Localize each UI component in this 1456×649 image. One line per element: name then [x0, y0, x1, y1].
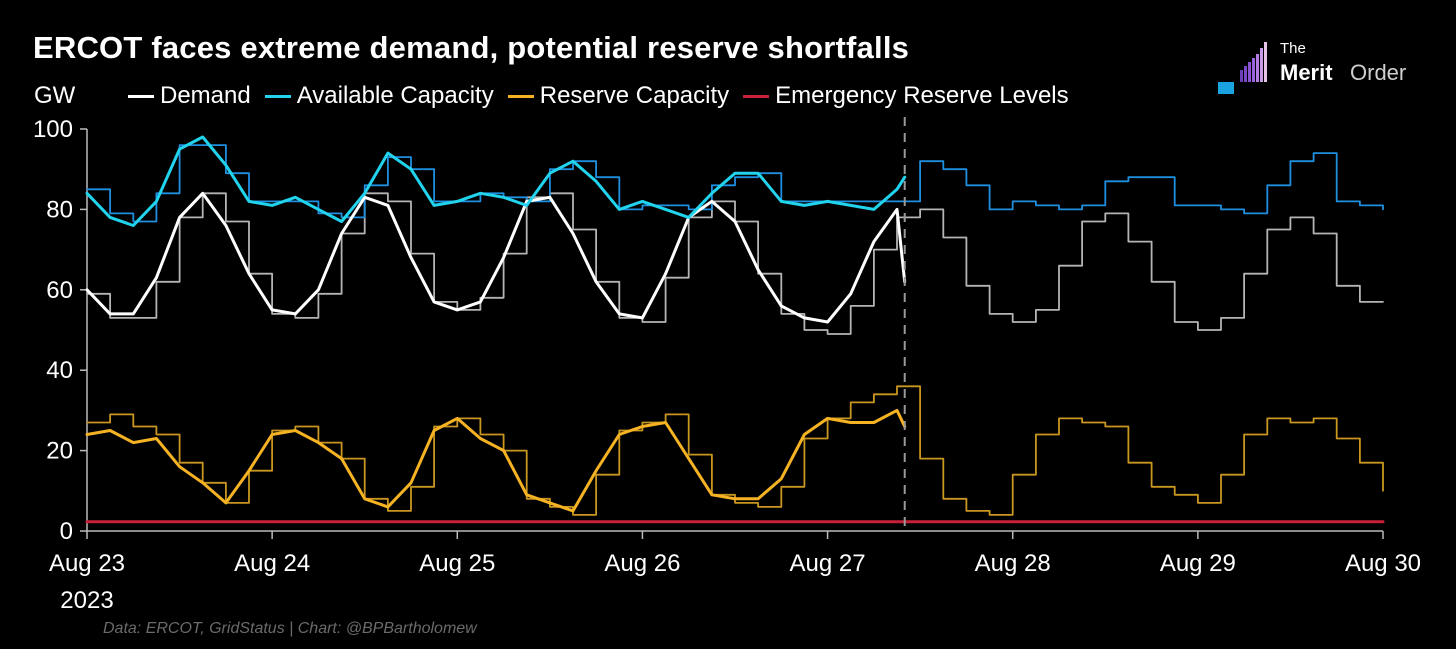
x-tick-label: Aug 23 — [49, 550, 125, 577]
series-available-capacity-actual — [85, 135, 907, 227]
x-tick-label: Aug 25 — [419, 550, 495, 577]
x-tick-label: Aug 24 — [234, 550, 310, 577]
legend-item-emergency-reserve: Emergency Reserve Levels — [743, 82, 1069, 110]
y-tick-label: 40 — [46, 357, 73, 384]
legend-item-demand: Demand — [128, 82, 251, 110]
x-tick-label: Aug 30 — [1345, 550, 1421, 577]
merit-order-logo: The Merit Order — [1218, 38, 1418, 96]
x-tick-label: Aug 27 — [790, 550, 866, 577]
legend-item-available-capacity: Available Capacity — [264, 82, 494, 110]
y-axis-label: GW — [34, 82, 76, 109]
legend: Demand Available Capacity Reserve Capaci… — [128, 82, 1083, 110]
y-tick-label: 0 — [60, 518, 73, 545]
x-tick-label: Aug 26 — [604, 550, 680, 577]
y-tick-label: 60 — [46, 277, 73, 304]
y-tick-label: 80 — [46, 196, 73, 223]
chart-title: ERCOT faces extreme demand, potential re… — [33, 30, 910, 65]
y-tick-label: 20 — [46, 438, 73, 465]
series-reserve-capacity-forecast — [86, 385, 1384, 516]
legend-item-reserve-capacity: Reserve Capacity — [507, 82, 730, 110]
logo-order-text: Order — [1350, 60, 1407, 85]
x-tick-label: Aug 28 — [975, 550, 1051, 577]
x-tick-label: Aug 29 — [1160, 550, 1236, 577]
series-reserve-capacity-actual — [85, 408, 907, 513]
legend-swatch-available-capacity — [264, 94, 291, 98]
logo-merit-text: Merit — [1280, 60, 1333, 85]
x-year-label: 2023 — [60, 587, 113, 614]
logo-bars-icon — [1218, 42, 1267, 94]
legend-label-reserve-capacity: Reserve Capacity — [539, 82, 730, 109]
y-tick-label: 100 — [33, 116, 73, 143]
legend-label-available-capacity: Available Capacity — [296, 82, 494, 109]
legend-swatch-demand — [128, 94, 154, 98]
legend-label-demand: Demand — [160, 82, 251, 109]
legend-swatch-reserve-capacity — [507, 94, 534, 98]
series-demand-actual — [85, 191, 907, 324]
legend-swatch-emergency-reserve — [743, 94, 770, 98]
logo-the-text: The — [1280, 40, 1306, 57]
legend-label-emergency-reserve: Emergency Reserve Levels — [775, 82, 1069, 109]
source-note: Data: ERCOT, GridStatus | Chart: @BPBart… — [103, 620, 477, 637]
